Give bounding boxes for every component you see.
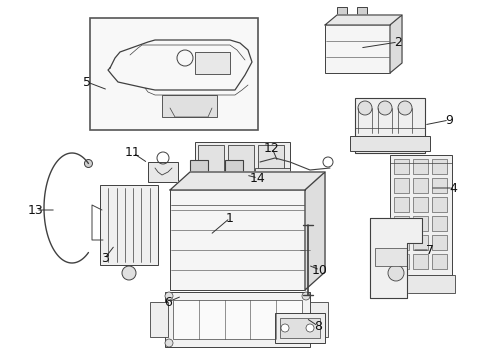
- Bar: [338, 15, 346, 17]
- Polygon shape: [170, 172, 325, 190]
- Bar: [394, 178, 409, 193]
- Bar: [358, 15, 366, 17]
- Bar: [100, 185, 158, 265]
- Text: 13: 13: [28, 203, 44, 216]
- Bar: [432, 216, 447, 231]
- Bar: [337, 7, 347, 16]
- Bar: [390, 155, 452, 275]
- Circle shape: [302, 292, 310, 300]
- Circle shape: [398, 101, 412, 115]
- Bar: [227, 172, 241, 174]
- Bar: [150, 302, 168, 337]
- Bar: [192, 172, 206, 174]
- Text: 5: 5: [83, 76, 91, 89]
- Circle shape: [378, 101, 392, 115]
- Bar: [280, 318, 320, 338]
- Text: 11: 11: [125, 147, 141, 159]
- Bar: [432, 235, 447, 250]
- Bar: [413, 178, 428, 193]
- Bar: [355, 98, 425, 153]
- Bar: [173, 300, 302, 339]
- Bar: [432, 178, 447, 193]
- Bar: [170, 190, 305, 290]
- Circle shape: [122, 266, 136, 280]
- Bar: [432, 159, 447, 174]
- Bar: [195, 142, 290, 200]
- Circle shape: [281, 324, 289, 332]
- Bar: [90, 18, 258, 130]
- Bar: [255, 168, 290, 180]
- Bar: [394, 197, 409, 212]
- Bar: [195, 52, 230, 74]
- Bar: [432, 197, 447, 212]
- Polygon shape: [390, 15, 402, 73]
- Text: 12: 12: [264, 141, 280, 154]
- Text: 14: 14: [250, 171, 266, 184]
- Bar: [413, 159, 428, 174]
- Bar: [258, 145, 284, 173]
- Text: 8: 8: [314, 320, 322, 333]
- Text: 3: 3: [101, 252, 109, 265]
- Bar: [226, 194, 254, 214]
- Circle shape: [358, 101, 372, 115]
- Bar: [357, 7, 367, 16]
- Bar: [198, 145, 224, 173]
- Bar: [394, 254, 409, 269]
- Bar: [228, 145, 254, 173]
- Bar: [394, 235, 409, 250]
- Polygon shape: [370, 218, 422, 298]
- Bar: [413, 254, 428, 269]
- Bar: [165, 292, 310, 347]
- Polygon shape: [325, 15, 402, 25]
- Bar: [350, 136, 430, 151]
- Circle shape: [388, 265, 404, 281]
- Text: 6: 6: [164, 296, 172, 309]
- Circle shape: [306, 324, 314, 332]
- Circle shape: [165, 292, 173, 300]
- Bar: [394, 159, 409, 174]
- Bar: [230, 174, 252, 194]
- Bar: [275, 313, 325, 343]
- Text: 2: 2: [394, 36, 402, 49]
- Text: 4: 4: [449, 181, 457, 194]
- Bar: [413, 216, 428, 231]
- Text: 7: 7: [426, 243, 434, 256]
- Bar: [432, 254, 447, 269]
- Bar: [260, 174, 282, 194]
- Bar: [387, 275, 455, 293]
- Bar: [190, 160, 208, 173]
- Bar: [413, 235, 428, 250]
- Bar: [325, 25, 390, 73]
- Bar: [310, 302, 328, 337]
- Polygon shape: [305, 172, 325, 290]
- Bar: [200, 174, 222, 194]
- Bar: [225, 160, 243, 173]
- Circle shape: [84, 159, 93, 167]
- Bar: [413, 197, 428, 212]
- Circle shape: [165, 339, 173, 347]
- Bar: [394, 216, 409, 231]
- Text: 10: 10: [312, 264, 328, 276]
- Bar: [375, 248, 407, 266]
- Text: 1: 1: [226, 211, 234, 225]
- Bar: [148, 162, 178, 182]
- Bar: [162, 95, 217, 117]
- Text: 9: 9: [445, 113, 453, 126]
